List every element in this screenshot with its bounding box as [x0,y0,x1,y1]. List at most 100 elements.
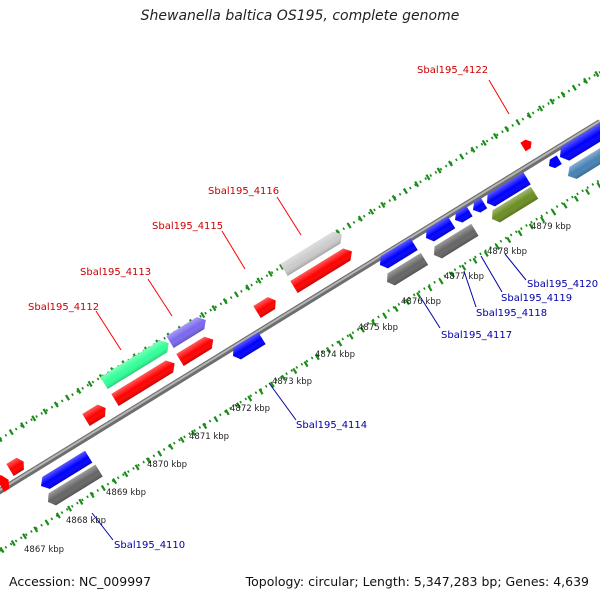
major-tick [65,394,71,401]
major-tick [100,484,106,492]
gene-arrow[interactable] [520,138,534,152]
major-tick [560,91,566,98]
major-tick [506,236,512,244]
kbp-label: 4870 kbp [147,460,187,470]
gene-arrow[interactable] [229,332,266,362]
gene-arrow[interactable] [488,186,539,225]
gene-label[interactable]: Sbal195_4113 [80,267,151,278]
gene-arrow[interactable] [37,450,93,492]
gene-arrow[interactable] [111,357,178,406]
accession-label: Accession: NC_009997 [9,574,152,589]
gene-label[interactable]: Sbal195_4116 [208,186,279,197]
gene-arrow[interactable] [430,223,479,261]
gene-arrow[interactable] [280,228,345,276]
major-tick [571,84,577,91]
kbp-label: 4878 kbp [487,247,527,257]
major-tick [190,429,196,437]
major-tick [245,284,251,291]
gene-arrow[interactable] [100,337,172,389]
major-tick [76,387,82,394]
gene-label[interactable]: Sbal195_4112 [28,302,99,313]
forward-strand-genes [0,138,534,492]
major-tick [256,277,262,284]
inner-dotted-line [0,178,600,553]
major-tick [20,422,26,429]
gene-arrow[interactable] [546,155,562,170]
major-tick [326,347,332,354]
major-tick [483,250,489,257]
major-tick [33,526,39,533]
major-tick [427,285,433,292]
major-tick [357,215,363,222]
genome-summary: Topology: circular; Length: 5,347,283 bp… [245,574,589,589]
gene-label[interactable]: Sbal195_4110 [114,540,185,551]
gene-arrow[interactable] [290,245,355,293]
major-tick [540,216,546,223]
major-tick [504,125,510,133]
major-tick [292,367,298,375]
kbp-label: 4871 kbp [189,432,229,442]
gene-label[interactable]: Sbal195_4117 [441,330,512,341]
major-tick [55,512,61,519]
major-tick [447,160,453,167]
major-tick [89,491,95,499]
major-tick [346,222,352,229]
major-tick [53,401,59,408]
major-tick [583,77,589,84]
major-tick [224,409,230,416]
major-tick [594,70,600,78]
major-tick [123,471,129,478]
major-tick [369,208,375,215]
gene-arrow[interactable] [564,138,600,182]
gene-arrow[interactable] [176,334,217,366]
gene-label[interactable]: Sbal195_4122 [417,65,488,76]
major-tick [314,354,320,361]
major-tick [562,202,568,209]
gene-arrow[interactable] [6,456,27,476]
major-tick [449,271,455,278]
gene-arrow[interactable] [166,314,209,348]
major-tick [222,298,228,305]
gene-arrow[interactable] [470,198,488,215]
kbp-label: 4872 kbp [230,404,270,414]
gene-arrow[interactable] [0,473,13,492]
major-tick [235,402,241,409]
major-tick [8,429,14,436]
gene-label[interactable]: Sbal195_4114 [296,420,367,431]
major-tick [538,105,544,112]
kbp-label: 4875 kbp [358,323,398,333]
major-tick [402,187,408,195]
gene-label[interactable]: Sbal195_4120 [527,279,598,290]
major-tick [247,395,253,402]
kbp-label: 4879 kbp [531,222,571,232]
gene-arrow[interactable] [422,216,456,244]
major-tick [0,546,5,554]
gene-label[interactable]: Sbal195_4118 [476,308,547,319]
gene-arrow[interactable] [376,238,418,271]
gene-arrow[interactable] [452,205,473,225]
gene-label[interactable]: Sbal195_4115 [152,221,223,232]
major-tick [211,305,217,312]
major-tick [233,291,239,298]
major-tick [481,139,487,146]
gene-arrow[interactable] [82,402,109,426]
major-tick [67,505,73,512]
major-tick [87,380,93,388]
gene-arrow[interactable] [556,118,600,164]
major-tick [573,195,579,202]
major-tick [0,436,3,443]
gene-arrow[interactable] [383,252,429,288]
map-title: Shewanella baltica OS195, complete genom… [140,8,460,24]
major-tick [42,408,48,415]
gene-arrow[interactable] [483,172,531,209]
major-tick [145,457,151,464]
gene-arrow[interactable] [253,295,279,318]
gene-arrow[interactable] [44,464,103,508]
major-tick [10,540,16,547]
major-tick [436,167,442,174]
major-tick [404,298,410,306]
major-tick [391,194,397,202]
major-tick [78,498,84,505]
gene-label[interactable]: Sbal195_4119 [501,293,572,304]
major-tick [549,98,555,105]
